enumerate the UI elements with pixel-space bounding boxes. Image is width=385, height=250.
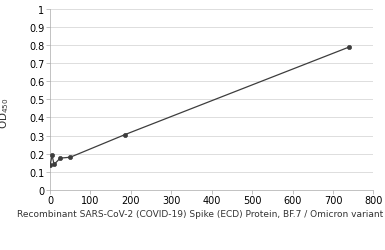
Text: OD$\mathregular{_{450}}$: OD$\mathregular{_{450}}$ [0, 97, 11, 128]
X-axis label: Recombinant SARS-CoV-2 (COVID-19) Spike (ECD) Protein, BF.7 / Omicron variant (p: Recombinant SARS-CoV-2 (COVID-19) Spike … [17, 210, 385, 218]
